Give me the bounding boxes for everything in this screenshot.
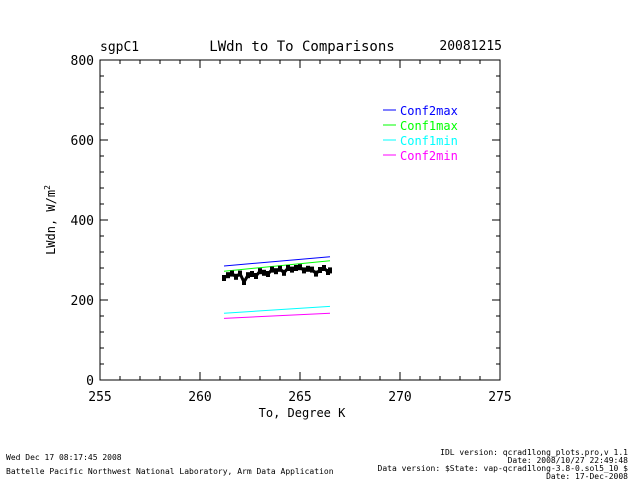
y-axis-label-text: LWdn, W/m (44, 190, 58, 255)
y-tick-label: 200 (71, 294, 94, 309)
scatter-trace (223, 265, 331, 286)
site-label: sgpC1 (100, 40, 139, 55)
legend-label-conf2max: Conf2max (400, 104, 458, 118)
series-line-conf2max (223, 256, 331, 267)
series-line-conf2min (223, 312, 331, 319)
y-axis-label: LWdn, W/m2 (43, 185, 58, 255)
y-tick-labels: 0 200 400 600 800 (71, 54, 94, 389)
x-tick-label: 270 (388, 390, 411, 405)
y-tick-label: 800 (71, 54, 94, 69)
x-tick-label: 255 (88, 390, 111, 405)
footer-data-version: Data version: $State: vap-qcrad1long-3.8… (377, 464, 628, 473)
x-tick-label: 260 (188, 390, 211, 405)
footer-lab: Battelle Pacific Northwest National Labo… (6, 467, 334, 476)
y-tick-label: 0 (86, 374, 94, 389)
footer-idl-version: IDL version: qcrad1long_plots.pro,v 1.1 (440, 448, 628, 457)
footer-timestamp: Wed Dec 17 08:17:45 2008 (6, 453, 122, 462)
chart-title: LWdn to To Comparisons (209, 39, 394, 55)
legend-label-conf2min: Conf2min (400, 149, 458, 163)
series-lines (223, 256, 331, 319)
date-label: 20081215 (439, 39, 502, 54)
footer-data-date: Date: 17-Dec-2008 (546, 472, 628, 481)
legend-label-conf1max: Conf1max (400, 119, 458, 133)
legend-label-conf1min: Conf1min (400, 134, 458, 148)
series-line-conf1max (223, 260, 331, 272)
footer-idl-date: Date: 2008/10/27 22:49:48 (507, 456, 628, 465)
x-tick-label: 275 (488, 390, 511, 405)
x-tick-label: 265 (288, 390, 311, 405)
y-tick-label: 600 (71, 134, 94, 149)
x-tick-labels: 255 260 265 270 275 (88, 390, 511, 405)
x-axis-label: To, Degree K (259, 406, 346, 420)
y-axis-label-superscript: 2 (43, 185, 52, 190)
series-line-conf1min (223, 305, 331, 314)
y-tick-label: 400 (71, 214, 94, 229)
axis-ticks (99, 59, 501, 381)
scatter-points (222, 264, 332, 286)
